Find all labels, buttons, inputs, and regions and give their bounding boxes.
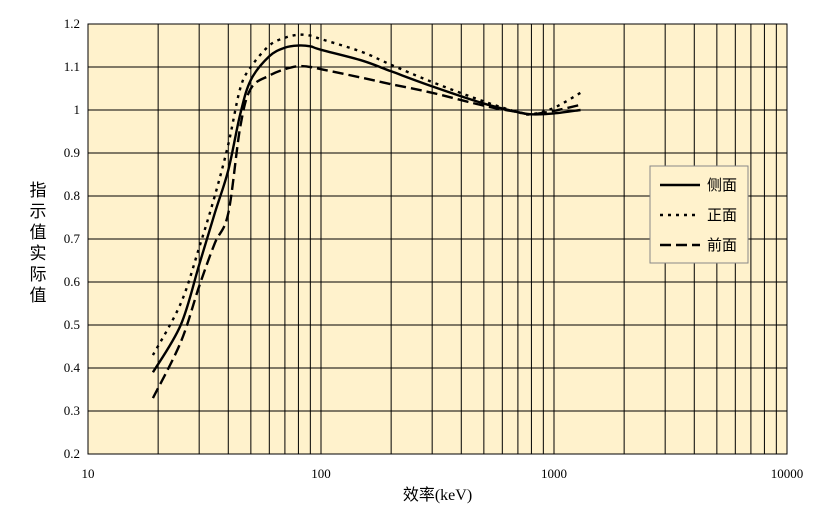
y-tick-label: 1.2 bbox=[64, 16, 80, 31]
series-lines bbox=[151, 33, 582, 399]
y-axis-label-char: 实 bbox=[30, 244, 47, 263]
x-axis-label: 效率(keV) bbox=[403, 486, 472, 504]
x-tick-label: 10000 bbox=[771, 466, 804, 481]
plot-area-border bbox=[87, 23, 788, 455]
legend-box bbox=[649, 165, 749, 264]
y-axis-label-char: 示 bbox=[30, 202, 47, 221]
y-tick-label: 0.5 bbox=[64, 317, 80, 332]
x-tick-label: 10 bbox=[82, 466, 95, 481]
y-tick-label: 0.9 bbox=[64, 145, 80, 160]
y-axis-label-char: 值 bbox=[30, 223, 47, 242]
y-axis-label-char: 值 bbox=[30, 286, 47, 305]
y-tick-label: 0.8 bbox=[64, 188, 80, 203]
y-tick-label: 0.3 bbox=[64, 403, 80, 418]
legend-label: 正面 bbox=[707, 208, 737, 224]
legend-label: 前面 bbox=[707, 237, 737, 254]
y-tick-label: 0.6 bbox=[64, 274, 81, 289]
y-tick-label: 0.2 bbox=[64, 446, 80, 461]
x-tick-label: 100 bbox=[311, 466, 331, 481]
x-axis-tick-labels: 10 100 1000 10000 bbox=[82, 466, 804, 481]
y-axis-label-char: 际 bbox=[30, 265, 47, 284]
legend-item: 侧面 bbox=[660, 177, 737, 194]
series-line-dashed bbox=[151, 64, 581, 399]
series-line-solid bbox=[151, 44, 581, 373]
y-tick-label: 1.1 bbox=[64, 59, 80, 74]
legend-item: 正面 bbox=[660, 208, 737, 224]
y-axis-tick-labels: 0.2 0.3 0.4 0.5 0.6 0.7 0.8 0.9 1 1.1 1.2 bbox=[64, 16, 81, 461]
y-axis-label-char: 指 bbox=[30, 181, 47, 200]
y-tick-label: 1 bbox=[74, 102, 81, 117]
legend-label: 侧面 bbox=[707, 177, 737, 194]
x-tick-label: 1000 bbox=[541, 466, 567, 481]
y-tick-label: 0.4 bbox=[64, 360, 81, 375]
y-tick-label: 0.7 bbox=[64, 231, 81, 246]
legend-item: 前面 bbox=[660, 237, 737, 254]
